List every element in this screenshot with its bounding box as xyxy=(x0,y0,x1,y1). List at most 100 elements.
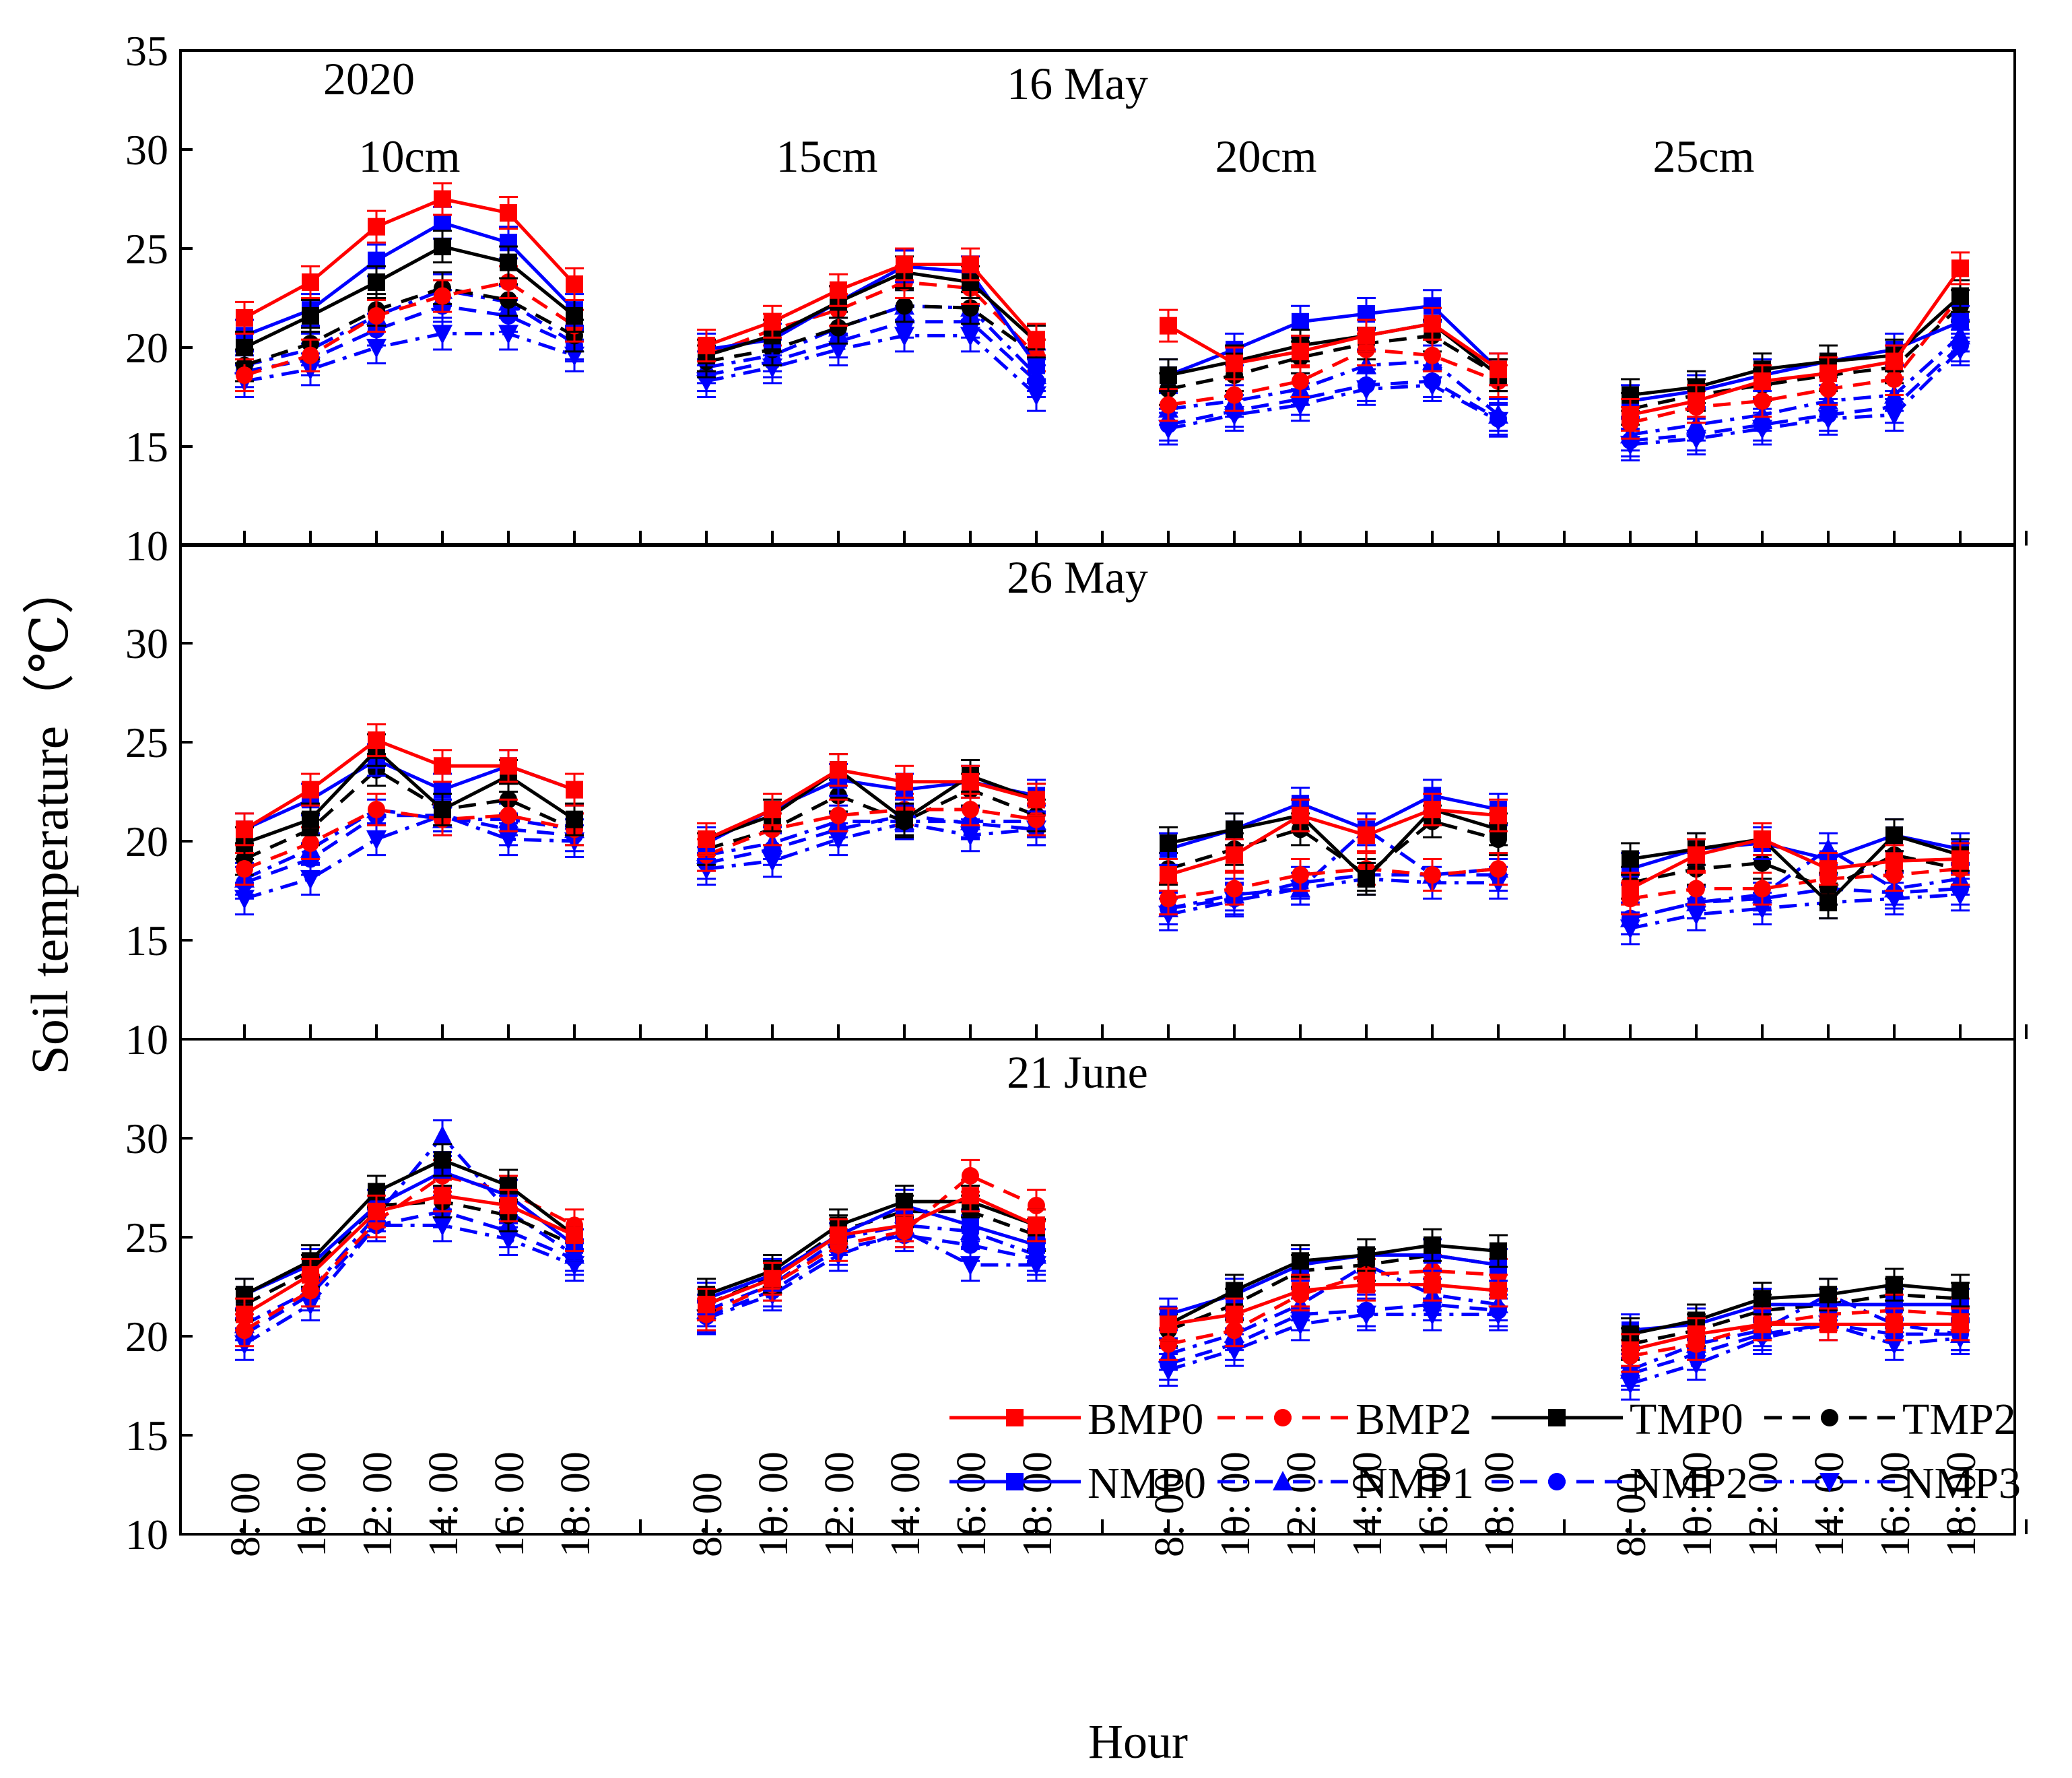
data-point xyxy=(1424,1276,1441,1294)
data-point xyxy=(1885,1315,1903,1334)
depth-label: 10cm xyxy=(358,131,460,182)
data-point xyxy=(566,306,583,325)
series-line xyxy=(706,1233,1037,1318)
series-line xyxy=(243,1170,576,1296)
x-tick-label: 14: 00 xyxy=(1345,1451,1391,1557)
data-point xyxy=(1951,1315,1969,1334)
data-point xyxy=(830,281,847,299)
data-point xyxy=(962,800,979,818)
legend-entry-nmp0: NMP0 xyxy=(949,1459,1206,1508)
data-point xyxy=(434,1151,451,1169)
data-point xyxy=(368,306,385,325)
data-point xyxy=(500,1196,517,1214)
data-point xyxy=(500,204,517,222)
data-point xyxy=(1885,1276,1903,1294)
legend-entry-nmp2: NMP2 xyxy=(1492,1459,1748,1508)
series-line xyxy=(706,820,1036,857)
data-point xyxy=(1160,865,1177,884)
series-line xyxy=(706,280,1038,358)
data-point xyxy=(1358,869,1375,888)
data-point xyxy=(1753,1290,1771,1308)
series-line xyxy=(1168,793,1499,851)
data-point xyxy=(302,834,319,852)
data-point xyxy=(1885,352,1903,370)
legend-entry-nmp1: NMP1 xyxy=(1217,1459,1474,1508)
legend-marker xyxy=(1006,1409,1024,1426)
series-line xyxy=(1168,1253,1499,1332)
series-line xyxy=(706,1204,1037,1300)
data-point xyxy=(1753,1315,1771,1334)
series-line xyxy=(1629,837,1961,890)
series-line xyxy=(1168,827,1499,911)
x-tick-label: 12: 00 xyxy=(1741,1451,1786,1557)
x-tick-label: 16: 00 xyxy=(1873,1451,1918,1557)
data-point xyxy=(1622,1341,1639,1359)
data-point xyxy=(500,806,517,824)
data-point xyxy=(434,213,451,232)
x-tick-label: 8: 00 xyxy=(1609,1472,1655,1557)
y-tick-label: 30 xyxy=(125,126,168,174)
data-point xyxy=(1490,360,1507,378)
data-point xyxy=(434,190,451,208)
data-point xyxy=(434,238,451,256)
data-point xyxy=(366,830,387,851)
year-label: 2020 xyxy=(323,53,415,104)
data-point xyxy=(236,339,253,356)
series-line xyxy=(706,814,1037,865)
data-point xyxy=(1424,865,1441,884)
y-tick-label: 10 xyxy=(125,1511,168,1558)
data-point xyxy=(1160,366,1177,385)
data-point xyxy=(1951,287,1969,305)
data-point xyxy=(1819,364,1837,383)
data-point xyxy=(1358,826,1375,845)
series-line xyxy=(1168,1263,1499,1356)
data-point xyxy=(1028,331,1045,349)
x-tick-label: 18: 00 xyxy=(1939,1451,1984,1557)
series-line xyxy=(706,808,1037,857)
series-line xyxy=(1167,322,1500,371)
data-point xyxy=(764,800,781,818)
panel-frame xyxy=(179,1038,2016,1536)
data-point xyxy=(434,287,451,305)
legend-entry-tmp2: TMP2 xyxy=(1764,1395,2016,1444)
data-point xyxy=(1292,865,1309,884)
data-point xyxy=(434,800,451,818)
y-tick-label: 35 xyxy=(125,27,168,75)
series-line xyxy=(706,333,1038,397)
series-line xyxy=(243,808,575,881)
series-line xyxy=(1630,1322,1960,1352)
data-point xyxy=(1160,317,1177,335)
series-line xyxy=(1168,304,1500,377)
data-point xyxy=(962,255,979,273)
x-tick-label: 14: 00 xyxy=(421,1451,467,1557)
data-point xyxy=(1358,327,1375,345)
series-nmp1 xyxy=(234,1119,1970,1387)
data-point xyxy=(1358,1276,1375,1294)
series-line xyxy=(706,768,1037,841)
legend-marker xyxy=(1274,1409,1292,1426)
legend-label: NMP3 xyxy=(1902,1459,2021,1508)
data-point xyxy=(1687,1325,1705,1344)
panel-3: 10 15 20 25 30 21 June xyxy=(125,1038,2028,1558)
series-line xyxy=(1630,295,1962,425)
x-tick-label: 14: 00 xyxy=(1807,1451,1852,1557)
legend-entry-bmp2: BMP2 xyxy=(1217,1395,1471,1444)
legend-label: TMP2 xyxy=(1902,1395,2016,1444)
data-point xyxy=(1951,312,1969,331)
series-tmp0 xyxy=(235,230,1970,412)
data-point xyxy=(566,810,583,828)
series-line xyxy=(1168,1313,1498,1372)
data-point xyxy=(1819,1286,1837,1304)
data-point xyxy=(1424,1236,1441,1254)
series-nmp2 xyxy=(235,289,1970,458)
series-line xyxy=(244,280,576,377)
data-point xyxy=(1160,1315,1177,1334)
series-line xyxy=(706,1199,1037,1296)
data-point xyxy=(1753,880,1771,898)
data-point xyxy=(368,1202,385,1220)
data-point xyxy=(830,806,847,824)
data-point xyxy=(830,1226,847,1245)
data-point xyxy=(1292,372,1309,390)
series-line xyxy=(244,808,575,871)
data-point xyxy=(1951,259,1969,277)
